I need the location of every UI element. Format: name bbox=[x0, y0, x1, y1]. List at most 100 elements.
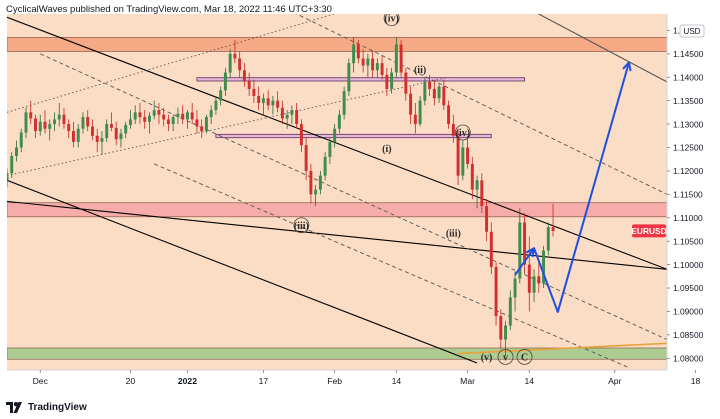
candle[interactable] bbox=[228, 49, 232, 78]
candle[interactable] bbox=[166, 114, 170, 132]
candle[interactable] bbox=[323, 152, 327, 181]
candle[interactable] bbox=[442, 79, 446, 111]
candle[interactable] bbox=[124, 121, 128, 139]
candle[interactable] bbox=[195, 110, 199, 134]
candle[interactable] bbox=[447, 100, 451, 129]
candle[interactable] bbox=[499, 309, 503, 349]
candle[interactable] bbox=[380, 56, 384, 80]
candle[interactable] bbox=[361, 49, 365, 73]
candle[interactable] bbox=[508, 290, 512, 331]
candle[interactable] bbox=[295, 103, 299, 129]
candle[interactable] bbox=[176, 107, 180, 125]
candle[interactable] bbox=[233, 39, 237, 64]
candle[interactable] bbox=[280, 100, 284, 125]
candle[interactable] bbox=[432, 79, 436, 106]
candle[interactable] bbox=[542, 245, 546, 289]
candle[interactable] bbox=[252, 79, 256, 103]
candle[interactable] bbox=[10, 152, 14, 178]
candle[interactable] bbox=[128, 110, 132, 129]
candle[interactable] bbox=[356, 39, 360, 64]
candle[interactable] bbox=[409, 86, 413, 125]
candle[interactable] bbox=[76, 124, 80, 148]
candle[interactable] bbox=[352, 37, 356, 73]
candle[interactable] bbox=[43, 110, 47, 134]
candle[interactable] bbox=[318, 170, 322, 195]
candle[interactable] bbox=[72, 121, 75, 148]
candle[interactable] bbox=[48, 119, 52, 141]
candle[interactable] bbox=[466, 135, 470, 169]
candle[interactable] bbox=[38, 114, 42, 136]
candle[interactable] bbox=[546, 222, 550, 256]
candle[interactable] bbox=[90, 119, 94, 141]
candle[interactable] bbox=[537, 259, 541, 293]
candle[interactable] bbox=[171, 114, 175, 132]
candle[interactable] bbox=[375, 58, 379, 78]
candle[interactable] bbox=[209, 105, 213, 125]
candle[interactable] bbox=[200, 119, 204, 139]
candle[interactable] bbox=[404, 67, 408, 101]
candle[interactable] bbox=[532, 269, 536, 303]
candle[interactable] bbox=[276, 91, 280, 113]
candle[interactable] bbox=[366, 53, 370, 78]
candle[interactable] bbox=[119, 128, 123, 148]
candle[interactable] bbox=[489, 222, 493, 274]
candle[interactable] bbox=[371, 51, 375, 78]
candle[interactable] bbox=[290, 105, 294, 125]
candle[interactable] bbox=[304, 138, 308, 181]
candle[interactable] bbox=[523, 213, 527, 274]
candle[interactable] bbox=[285, 110, 289, 129]
candle[interactable] bbox=[342, 86, 346, 120]
candle[interactable] bbox=[314, 184, 318, 207]
candle[interactable] bbox=[152, 100, 156, 120]
candle[interactable] bbox=[157, 103, 161, 125]
candle[interactable] bbox=[328, 138, 332, 164]
candle[interactable] bbox=[257, 86, 261, 111]
candle[interactable] bbox=[309, 163, 313, 204]
candle[interactable] bbox=[162, 107, 166, 127]
candle[interactable] bbox=[181, 105, 185, 125]
plot-area[interactable]: (iv) (ii) (iv) (i) (iii) (iii) (v) v C bbox=[6, 0, 667, 369]
candle[interactable] bbox=[494, 262, 498, 326]
candle[interactable] bbox=[485, 199, 489, 242]
candle[interactable] bbox=[242, 63, 246, 87]
candle[interactable] bbox=[100, 131, 104, 155]
candle[interactable] bbox=[261, 93, 265, 115]
candle[interactable] bbox=[62, 107, 66, 129]
candle[interactable] bbox=[53, 112, 56, 132]
candle[interactable] bbox=[423, 77, 427, 106]
candle[interactable] bbox=[214, 95, 218, 115]
candle[interactable] bbox=[385, 67, 389, 96]
candle[interactable] bbox=[390, 67, 394, 94]
candle[interactable] bbox=[6, 168, 9, 188]
candle[interactable] bbox=[475, 175, 479, 209]
candle[interactable] bbox=[247, 72, 251, 96]
candle[interactable] bbox=[513, 271, 517, 312]
candle[interactable] bbox=[185, 110, 189, 129]
candle[interactable] bbox=[143, 110, 147, 129]
candle[interactable] bbox=[461, 140, 465, 181]
candle[interactable] bbox=[399, 39, 403, 78]
candle[interactable] bbox=[428, 74, 432, 96]
tradingview-logo[interactable]: TradingView bbox=[6, 399, 87, 415]
candle[interactable] bbox=[67, 119, 71, 139]
candle[interactable] bbox=[57, 103, 61, 127]
candle[interactable] bbox=[219, 86, 223, 106]
candle[interactable] bbox=[451, 114, 455, 143]
candle[interactable] bbox=[337, 110, 341, 134]
candle[interactable] bbox=[437, 84, 441, 103]
candle[interactable] bbox=[95, 128, 99, 153]
candle[interactable] bbox=[133, 105, 137, 125]
candle[interactable] bbox=[24, 107, 28, 139]
candle[interactable] bbox=[86, 110, 90, 132]
candle[interactable] bbox=[266, 90, 270, 111]
candle[interactable] bbox=[15, 140, 18, 162]
candle[interactable] bbox=[470, 156, 474, 200]
candle[interactable] bbox=[19, 128, 23, 153]
candle[interactable] bbox=[271, 95, 275, 115]
candle[interactable] bbox=[109, 112, 113, 132]
candle[interactable] bbox=[527, 236, 531, 312]
candle[interactable] bbox=[147, 112, 151, 134]
candle[interactable] bbox=[190, 103, 194, 125]
candle[interactable] bbox=[413, 103, 417, 134]
